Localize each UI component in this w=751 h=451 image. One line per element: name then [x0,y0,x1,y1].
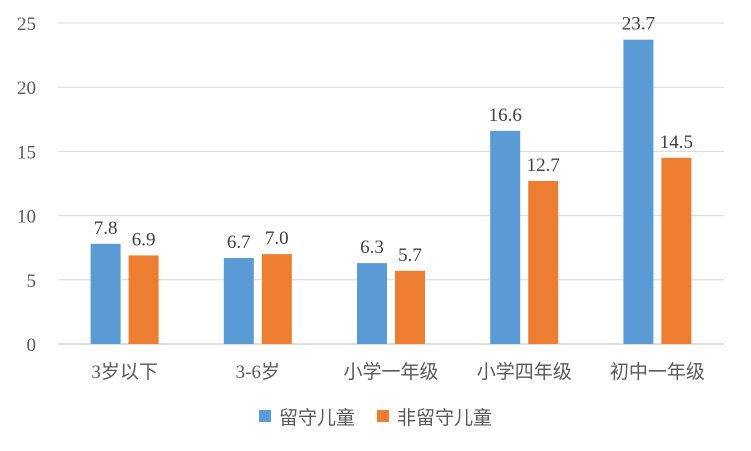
bar [528,180,559,344]
legend-item-left-behind: 留守儿童 [258,403,355,430]
legend-swatch-left-behind [258,410,271,422]
y-tick-label: 25 [17,14,36,35]
legend-label-left-behind: 留守儿童 [278,406,355,429]
legend-swatch-non-left-behind [377,410,389,422]
bar [357,263,387,344]
x-category-label: 3-6岁 [236,361,280,383]
data-label: 6.3 [360,237,384,258]
bar [128,255,159,344]
data-label: 7.0 [265,228,289,249]
y-tick-label: 0 [27,335,37,356]
bar [90,243,121,344]
data-label: 5.7 [398,245,422,266]
bar [261,254,292,344]
bar [623,39,654,344]
x-category-label: 初中一年级 [610,361,705,383]
data-label: 6.7 [227,232,251,253]
bar [223,257,254,344]
bar [395,270,425,344]
x-category-label: 3岁以下 [91,361,158,383]
data-label: 16.6 [489,105,522,126]
x-category-label: 小学四年级 [477,361,572,383]
x-category-label: 小学一年级 [343,361,438,383]
legend: 留守儿童 非留守儿童 [0,398,751,434]
y-tick-label: 20 [17,78,36,99]
y-tick-label: 10 [17,207,36,228]
data-label: 14.5 [660,132,693,153]
bar [661,157,692,344]
legend-item-non-left-behind: 非留守儿童 [377,403,492,430]
y-tick-label: 5 [27,271,37,292]
data-label: 6.9 [132,229,156,250]
data-label: 7.8 [94,218,118,239]
y-tick-label: 15 [17,142,36,163]
bar [490,130,521,344]
legend-label-non-left-behind: 非留守儿童 [397,406,493,429]
data-label: 23.7 [622,14,655,35]
data-label: 12.7 [527,155,560,176]
